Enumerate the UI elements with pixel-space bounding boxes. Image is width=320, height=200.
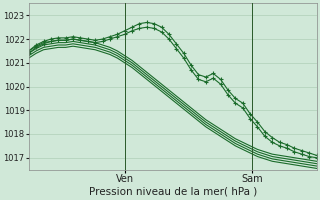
X-axis label: Pression niveau de la mer( hPa ): Pression niveau de la mer( hPa ) — [89, 187, 257, 197]
